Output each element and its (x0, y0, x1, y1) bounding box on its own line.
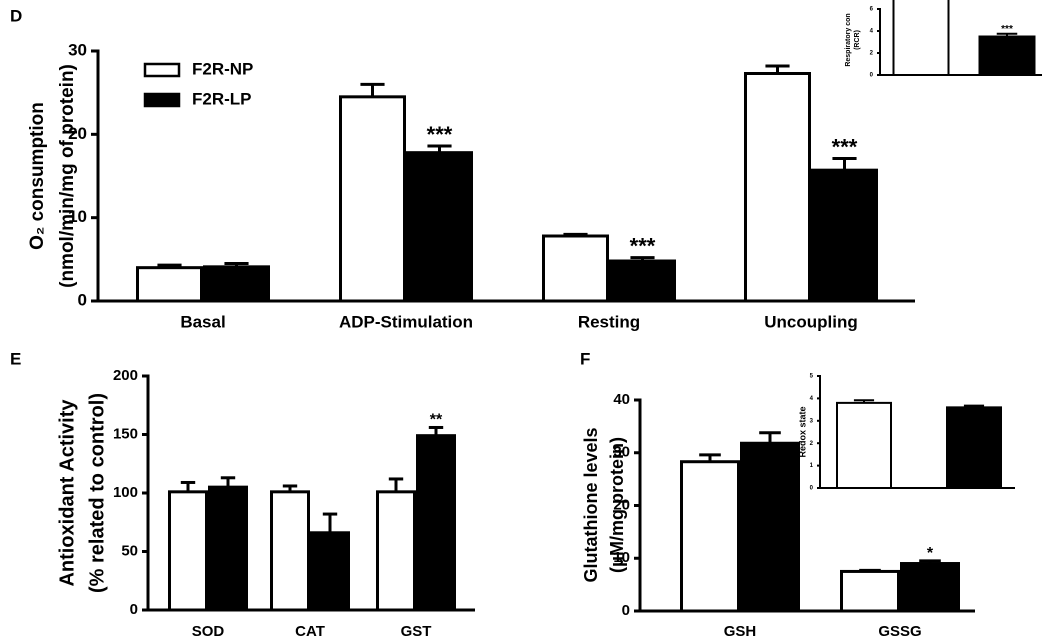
y-tick-label: 30 (613, 444, 630, 461)
y-axis-label: (RCR) (854, 30, 861, 50)
bar (168, 490, 208, 612)
x-tick-label: Resting (578, 312, 640, 331)
y-tick-label: 2 (870, 51, 874, 57)
y-tick-label: 5 (810, 374, 814, 380)
significance-label: * (927, 545, 934, 562)
bar (339, 95, 406, 303)
y-tick-label: 30 (68, 40, 87, 59)
panel-label: F (580, 349, 590, 368)
y-tick-label: 0 (130, 601, 138, 618)
x-tick-label: Basal (180, 312, 225, 331)
x-tick-label: GST (401, 623, 432, 640)
x-tick-label: CAT (295, 623, 325, 640)
bar (740, 441, 800, 613)
y-tick-label: 10 (68, 207, 87, 226)
y-tick-label: 0 (810, 486, 814, 492)
bar (840, 569, 900, 613)
significance-label: *** (630, 234, 656, 259)
bar (946, 406, 1002, 489)
bar (892, 0, 950, 76)
y-axis-label: (nmol/min/mg of protein) (57, 64, 78, 288)
significance-label: *** (427, 122, 453, 147)
significance-label: *** (832, 134, 858, 159)
y-tick-label: 1 (810, 463, 814, 469)
y-axis-label: (% related to control) (86, 393, 108, 593)
bar (609, 259, 676, 303)
y-tick-label: 40 (613, 391, 630, 408)
bar (376, 490, 416, 612)
bar (900, 562, 960, 613)
significance-label: ** (430, 411, 443, 428)
bar (270, 490, 310, 612)
panel-label: E (10, 349, 21, 368)
y-tick-label: 50 (121, 542, 138, 559)
y-axis-label: Glutathione levels (581, 427, 601, 582)
y-tick-label: 6 (870, 7, 874, 13)
panel-label: D (10, 6, 22, 25)
y-tick-label: 10 (613, 549, 630, 566)
y-tick-label: 4 (870, 29, 874, 35)
legend-label: F2R-NP (192, 59, 253, 78)
bar (208, 485, 248, 612)
y-tick-label: 100 (113, 484, 138, 501)
bar (836, 401, 892, 490)
bar (136, 266, 203, 303)
bar (542, 234, 609, 303)
bar (310, 531, 350, 612)
y-tick-label: 20 (613, 496, 630, 513)
bar (416, 434, 456, 612)
y-tick-label: 0 (78, 290, 87, 309)
legend-swatch (143, 62, 181, 78)
y-tick-label: 0 (870, 73, 874, 79)
bar (203, 265, 270, 303)
x-tick-label: SOD (192, 623, 225, 640)
x-tick-label: GSH (724, 623, 757, 640)
bar (978, 35, 1036, 76)
bar (680, 460, 740, 613)
x-tick-label: Uncoupling (764, 312, 857, 331)
y-tick-label: 150 (113, 425, 138, 442)
y-tick-label: 0 (622, 602, 630, 619)
y-tick-label: 20 (68, 124, 87, 143)
y-axis-label: Antioxidant Activity (56, 399, 78, 587)
legend-swatch (143, 92, 181, 108)
x-tick-label: ADP-Stimulation (339, 312, 473, 331)
y-axis-label: Redox state (797, 406, 807, 457)
bar (744, 72, 811, 303)
y-axis-label: O₂ consumption (27, 102, 48, 250)
x-tick-label: GSSG (878, 623, 921, 640)
significance-label: *** (1001, 24, 1013, 35)
y-tick-label: 2 (810, 441, 814, 447)
y-tick-label: 4 (810, 396, 814, 402)
y-axis-label: (μM/mg protein) (607, 437, 627, 573)
bar (406, 151, 473, 303)
y-axis-label: Respiratory con (845, 13, 852, 66)
y-tick-label: 3 (810, 418, 814, 424)
bar (811, 168, 878, 303)
legend-label: F2R-LP (192, 89, 252, 108)
y-tick-label: 200 (113, 367, 138, 384)
